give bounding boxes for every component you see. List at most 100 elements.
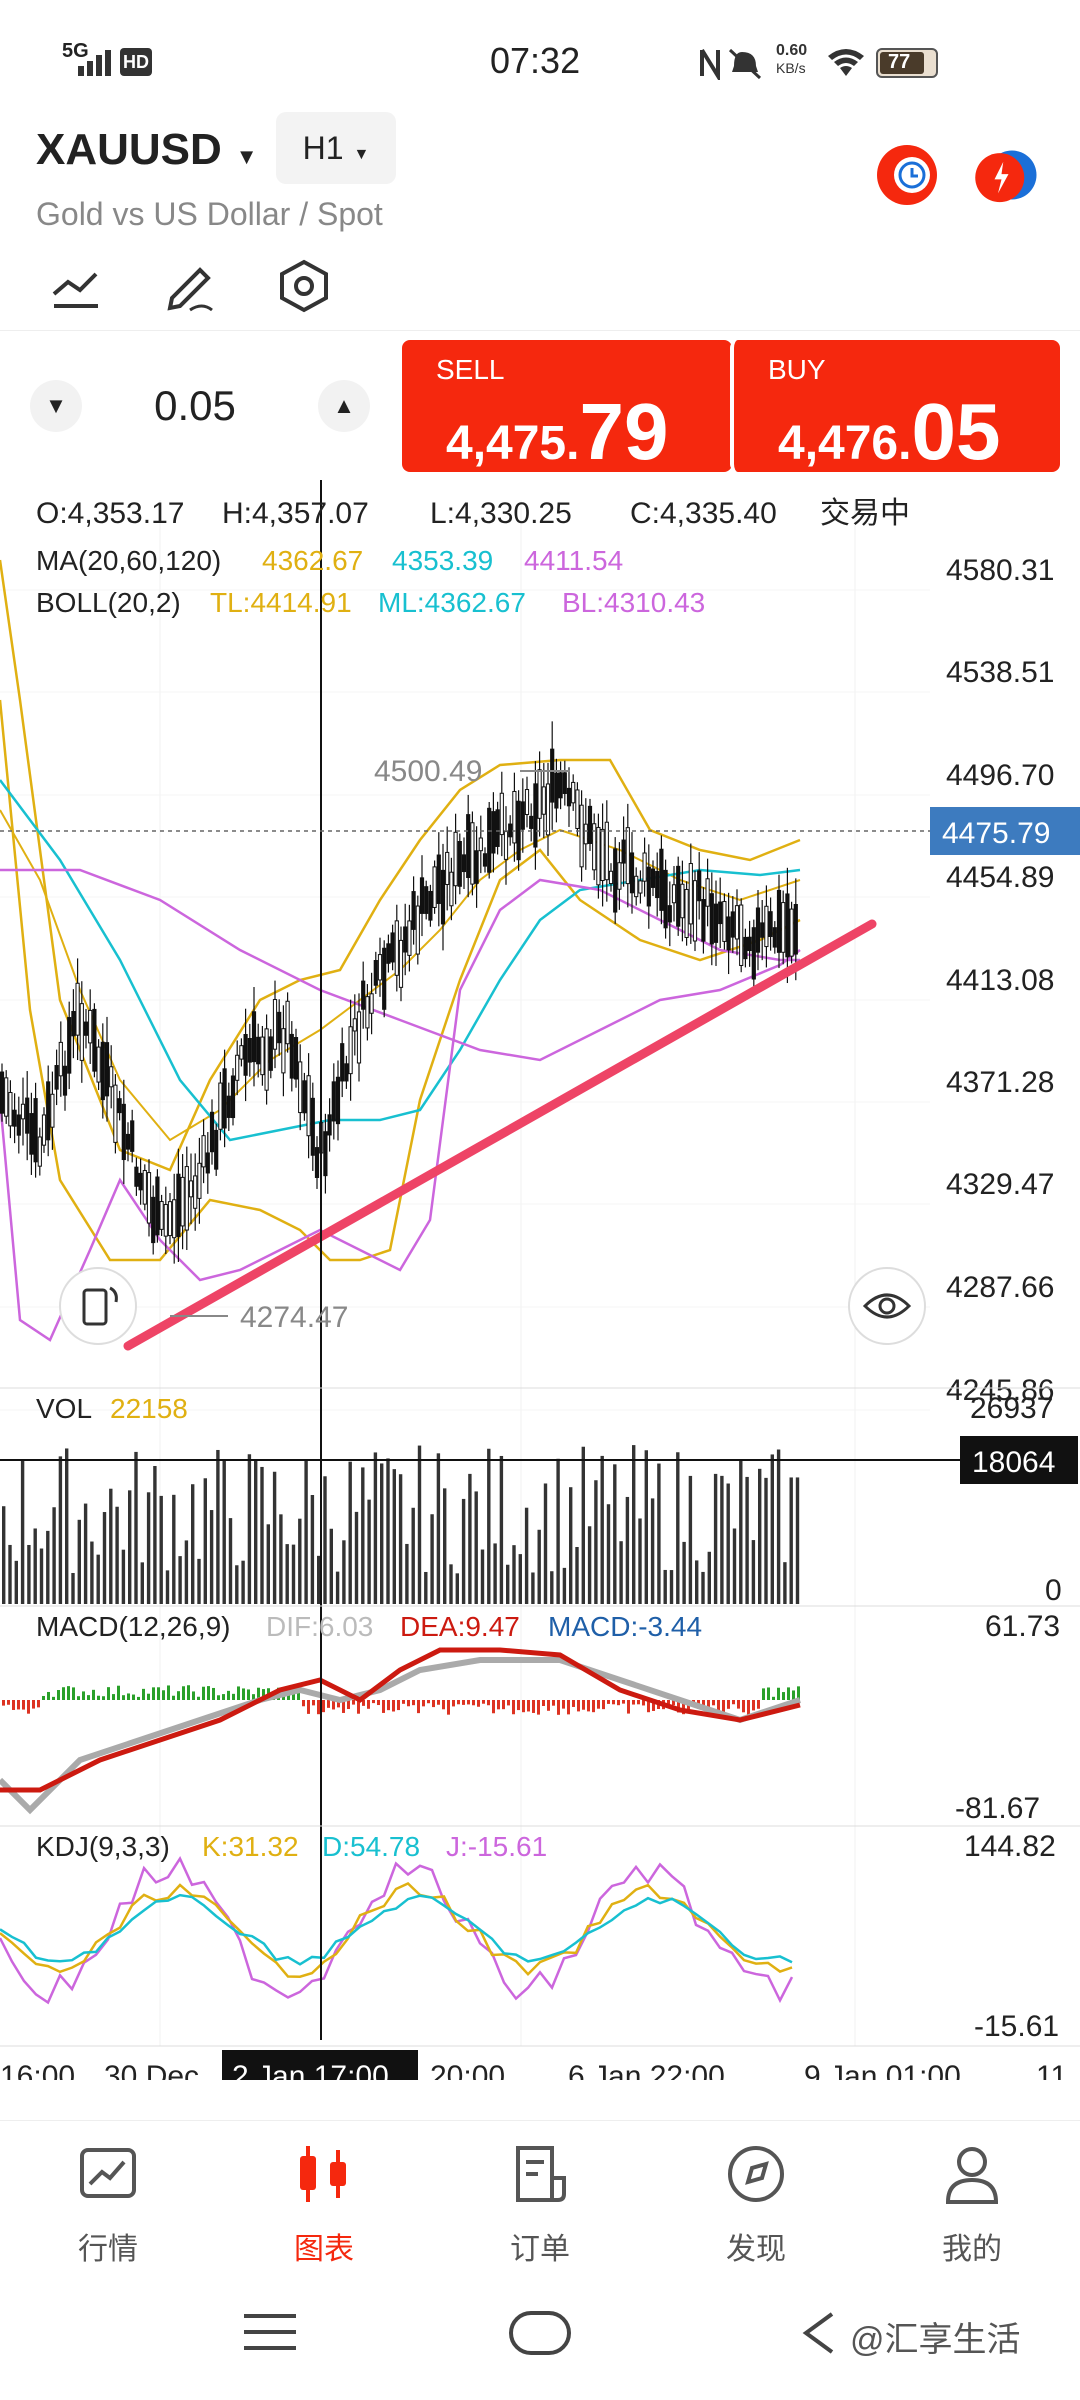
sell-button[interactable]: SELL 4,475.79 xyxy=(402,340,732,476)
volume-bar xyxy=(8,1544,12,1604)
candle-body xyxy=(125,1133,131,1150)
macd-bar xyxy=(332,1700,335,1710)
price-chart[interactable]: O:4,353.17 H:4,357.07 L:4,330.25 C:4,335… xyxy=(0,480,1080,2080)
volume-bar xyxy=(720,1475,724,1604)
visibility-toggle-button[interactable] xyxy=(848,1267,926,1345)
volume-bar xyxy=(373,1452,378,1604)
volume-bar xyxy=(745,1476,749,1604)
volume-bar xyxy=(701,1571,705,1604)
nav-orders-label: 订单 xyxy=(510,2233,570,2266)
candle-body xyxy=(256,1036,261,1065)
volume-bar xyxy=(392,1469,396,1604)
candle-body xyxy=(180,1176,185,1227)
macd-bar xyxy=(252,1694,255,1700)
candle-body xyxy=(432,866,437,908)
boll-label: BOLL(20,2) xyxy=(36,587,181,618)
volume-bar xyxy=(499,1455,504,1604)
macd-bar xyxy=(147,1693,150,1700)
volume-bar xyxy=(487,1448,491,1604)
macd-bar xyxy=(747,1700,750,1715)
candle-body xyxy=(155,1176,160,1236)
volume-bar xyxy=(222,1459,226,1604)
volume-bar xyxy=(291,1544,296,1604)
candle-body xyxy=(281,1028,286,1074)
watermark: @汇享生活 xyxy=(850,2321,1021,2359)
nav-profile[interactable]: 我的 xyxy=(902,2130,1042,2270)
trading-state: 交易中 xyxy=(820,497,910,530)
signal-label: 5G xyxy=(62,40,89,62)
macd-bar xyxy=(232,1693,235,1700)
macd-bar xyxy=(72,1687,75,1700)
kdj-j-line xyxy=(0,1855,794,2005)
volume-bar xyxy=(537,1529,541,1604)
lot-decrease-button[interactable]: ▼ xyxy=(30,380,82,432)
volume-bar xyxy=(14,1560,18,1604)
candle-body xyxy=(184,1166,189,1231)
candle-body xyxy=(201,1135,206,1168)
macd-bar xyxy=(142,1688,145,1700)
candle-body xyxy=(705,878,710,907)
back-icon[interactable] xyxy=(798,2310,838,2356)
candle-body xyxy=(587,805,593,844)
nav-orders[interactable]: 订单 xyxy=(470,2130,610,2270)
candle-body xyxy=(323,1131,328,1177)
buy-button[interactable]: BUY 4,476.05 xyxy=(730,340,1060,476)
volume-bar xyxy=(310,1495,315,1604)
candle-body xyxy=(340,1043,345,1082)
candle-body xyxy=(230,1075,236,1119)
time-axis-label: 6 Jan 22:00 xyxy=(568,2060,725,2080)
ma60-value: 4353.39 xyxy=(392,545,493,576)
candle-body xyxy=(398,939,404,988)
indicator-tool-icon[interactable] xyxy=(46,256,106,316)
candle-body xyxy=(121,1103,126,1161)
trend-line[interactable] xyxy=(123,919,877,1351)
volume-bar xyxy=(140,1562,144,1604)
macd-bar xyxy=(162,1690,165,1700)
timeframe-selector[interactable]: H1 ▼ xyxy=(276,112,396,184)
volume-bar xyxy=(461,1498,466,1604)
candle-body xyxy=(214,1129,219,1170)
symbol-selector[interactable]: XAUUSD ▼ xyxy=(36,125,258,175)
candle-body xyxy=(209,1111,215,1153)
lot-size-input[interactable]: 0.05 xyxy=(154,382,236,429)
volume-bar xyxy=(52,1507,56,1604)
draw-tool-icon[interactable] xyxy=(160,256,220,316)
macd-bar xyxy=(117,1685,120,1700)
candle-body xyxy=(772,927,777,948)
settings-tool-icon[interactable] xyxy=(274,256,334,316)
home-icon[interactable] xyxy=(508,2310,572,2356)
hd-badge: HD xyxy=(120,48,152,76)
candle-body xyxy=(684,888,689,938)
macd-bar xyxy=(412,1700,415,1706)
menu-icon[interactable] xyxy=(242,2310,298,2354)
nav-market[interactable]: 行情 xyxy=(38,2130,178,2270)
volume-bar xyxy=(121,1549,126,1604)
volume-bar xyxy=(386,1458,390,1604)
macd-bar xyxy=(337,1700,340,1708)
candle-body xyxy=(751,927,756,980)
macd-bar xyxy=(597,1700,600,1709)
candle-body xyxy=(272,999,278,1050)
nav-chart[interactable]: 图表 xyxy=(254,2130,394,2270)
candle-body xyxy=(226,1095,231,1118)
macd-bar xyxy=(417,1700,420,1714)
macd-bar xyxy=(792,1690,795,1700)
macd-bar xyxy=(437,1700,440,1705)
candle-body xyxy=(579,804,584,868)
clock-alert-button[interactable] xyxy=(872,140,942,210)
macd-bar xyxy=(32,1700,35,1709)
candle-body xyxy=(600,828,605,882)
nav-discover[interactable]: 发现 xyxy=(686,2130,826,2270)
cursor-time-label: 2 Jan 17:00 xyxy=(232,2060,389,2080)
candle-body xyxy=(453,831,458,887)
macd-bar xyxy=(752,1700,755,1711)
macd-bar xyxy=(627,1700,630,1714)
rotate-screen-button[interactable] xyxy=(59,1267,137,1345)
flash-trade-button[interactable] xyxy=(970,140,1040,210)
macd-bar xyxy=(327,1700,330,1708)
lot-increase-button[interactable]: ▲ xyxy=(318,380,370,432)
macd-bar xyxy=(27,1700,30,1714)
macd-bar xyxy=(247,1689,250,1700)
candle-body xyxy=(457,841,462,887)
macd-bar xyxy=(377,1700,380,1706)
